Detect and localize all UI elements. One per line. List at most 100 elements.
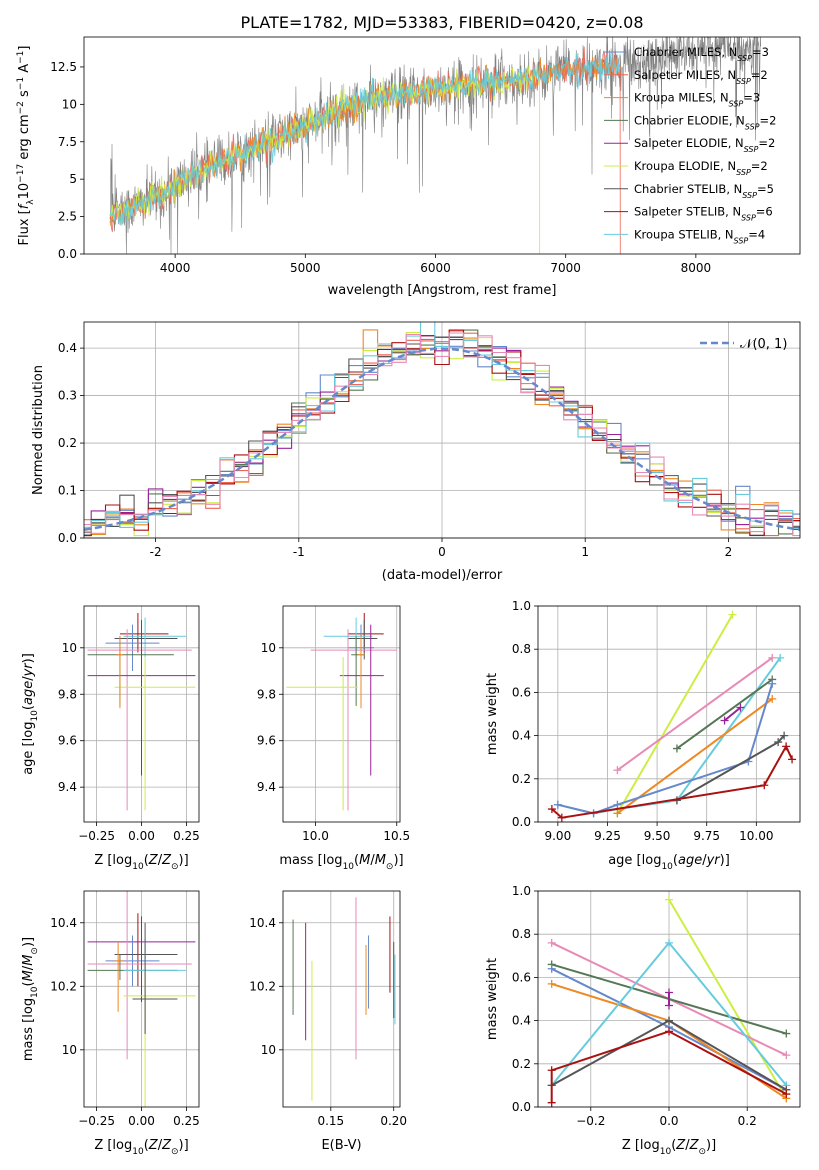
label-part: ⊙: [171, 862, 179, 872]
label-part: ]: [17, 46, 32, 51]
weight-marker: [728, 610, 737, 619]
y-tick-label: 0.0: [58, 247, 77, 261]
legend-sub: SSP: [742, 190, 757, 199]
x-tick-label: 9.75: [693, 829, 720, 843]
y-tick-label: 9.6: [257, 734, 276, 748]
x-tick-label: 0.25: [173, 1114, 200, 1128]
x-tick-label: -1: [293, 545, 305, 559]
x-tick-label: 0.20: [380, 1114, 407, 1128]
weight-marker: [720, 716, 729, 725]
axis-ticks: −0.25 0.00 0.25 10 10.2 10.4: [50, 891, 200, 1128]
panel-mass-weight-vs-Z: −0.2 0.0 0.20.00.20.40.60.81.0Z [log10(Z/Z…: [485, 884, 801, 1157]
weight-marker: [672, 744, 681, 753]
x-tick-label: −0.2: [576, 1114, 605, 1128]
label-part: Z [log: [622, 1138, 660, 1153]
x-tick-label: 0.00: [128, 829, 155, 843]
label-part: E(B-V): [321, 1138, 361, 1153]
panel-mass-weight-vs-age: 9.00 9.25 9.50 9.75 10.00 0.0 0.2 0.4 0.6 0.8 1.0 a…: [485, 599, 801, 872]
label-part: age: [678, 853, 702, 868]
label-part: (: [21, 705, 36, 710]
y-tick-label: 0.3: [58, 389, 77, 403]
x-tick-label: −0.25: [78, 829, 115, 843]
legend-text: Salpeter ELODIE, N: [634, 136, 744, 150]
label-part: age [log: [608, 853, 661, 868]
x-tick-label: 4000: [160, 261, 191, 275]
label-part: 10: [132, 1147, 144, 1157]
y-tick-label: 2.5: [58, 210, 77, 224]
y-axis-label: mass [log10(M/M⊙)]: [21, 937, 40, 1061]
axes-frame: [83, 321, 801, 539]
y-axis-label: mass weight: [485, 958, 500, 1040]
y-tick-label: 10.2: [249, 979, 276, 993]
legend-sub: SSP: [741, 213, 756, 222]
weight-marker: [782, 1029, 791, 1038]
legend-suffix: =2: [758, 136, 775, 150]
y-axis-label: Flux [fλ10−17 erg cm−2 s−1 A−1]: [16, 46, 36, 246]
weight-marker: [782, 742, 791, 751]
legend-entry: Kroupa STELIB, NSSP=4: [634, 227, 765, 245]
y-tick-label: 0.0: [512, 1100, 531, 1114]
x-axis-label: wavelength [Angstrom, rest frame]: [328, 283, 557, 298]
x-tick-label: 0.0: [659, 1114, 678, 1128]
label-part: yr: [706, 853, 722, 868]
axes-frame: [282, 605, 401, 823]
label-part: M: [21, 955, 36, 966]
x-tick-label: 1: [581, 545, 589, 559]
axis-ticks: −0.25 0.00 0.25 9.4 9.6 9.8 10: [58, 606, 200, 843]
label-part: ⊙: [698, 1147, 706, 1157]
label-part: ⊙: [30, 947, 40, 955]
y-tick-label: 0.2: [58, 436, 77, 450]
weight-marker: [782, 1090, 791, 1099]
legend-suffix: =6: [756, 205, 773, 219]
legend-sub: SSP: [737, 54, 752, 63]
x-tick-label: −0.25: [78, 1114, 115, 1128]
legend-sub: SSP: [734, 236, 749, 245]
y-tick-label: 10: [62, 1043, 77, 1057]
x-axis-label: Z [log10(Z/Z⊙)]: [94, 853, 188, 872]
legend-entry: Kroupa ELODIE, NSSP=2: [634, 159, 768, 177]
spectrum-model-kroupa-elodie: [109, 62, 541, 254]
x-tick-label: 0.25: [173, 829, 200, 843]
x-tick-label: 5000: [290, 261, 321, 275]
legend-text: Kroupa STELIB, N: [634, 227, 734, 241]
label-part: λ: [26, 199, 36, 205]
legend-suffix: =5: [757, 182, 774, 196]
label-part: 10: [661, 862, 673, 872]
panel-spectrum: 4000 5000 6000 7000 8000 0.0 2.5 5 7.5 10 12.5 wave…: [16, 36, 801, 298]
weight-marker: [613, 800, 622, 809]
y-tick-label: 10: [62, 641, 77, 655]
legend-text: Chabrier MILES, N: [634, 45, 737, 59]
y-axis-label: mass weight: [485, 673, 500, 755]
weight-marker: [547, 979, 556, 988]
label-part: 10: [660, 1147, 672, 1157]
label-part: 10: [132, 862, 144, 872]
gaussian-curve: [84, 347, 800, 531]
label-part: erg cm: [17, 114, 32, 163]
label-part: s: [17, 90, 32, 101]
label-part: /: [21, 676, 36, 681]
label-part: 10: [30, 710, 40, 722]
label-part: −1: [16, 77, 26, 90]
weight-marker: [760, 781, 769, 790]
plot-area: [292, 897, 396, 1101]
label-part: )]: [21, 653, 36, 663]
weight-marker: [665, 1001, 673, 1010]
y-tick-label: 5: [69, 172, 77, 186]
label-part: (: [671, 1138, 676, 1153]
label-part: M: [21, 970, 36, 981]
weight-marker: [774, 738, 783, 747]
y-tick-label: 12.5: [50, 60, 77, 74]
y-tick-label: 0.0: [58, 531, 77, 545]
legend-suffix: =2: [760, 113, 777, 127]
x-tick-label: 8000: [681, 261, 712, 275]
y-tick-label: 9.4: [58, 780, 77, 794]
weight-marker: [768, 694, 777, 703]
label-part: mass [log: [279, 853, 342, 868]
y-tick-label: 0.4: [512, 729, 531, 743]
panel-residual-histogram: -2 -1 0 1 2 0.0 0.1 0.2 0.3 0.4 (data-model)/error…: [31, 321, 801, 583]
legend-text: Salpeter MILES, N: [634, 68, 736, 82]
weight-marker: [665, 988, 673, 997]
legend-entry: Chabrier STELIB, NSSP=5: [634, 182, 774, 200]
x-axis-label: age [log10(age/yr)]: [608, 853, 730, 872]
